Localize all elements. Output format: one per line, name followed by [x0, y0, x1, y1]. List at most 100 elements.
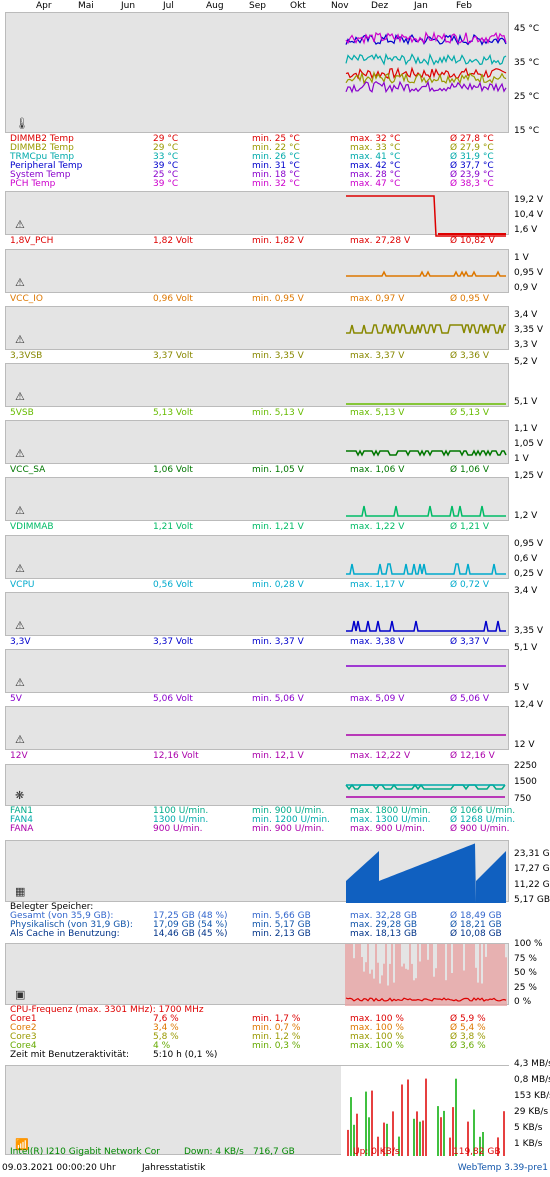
voltage-chart-v3: ⚠	[5, 306, 509, 350]
legend-max: max. 32 °C	[350, 134, 401, 144]
warning-triangle-icon: ⚠	[15, 676, 25, 689]
y-tick-label: 1,05 V	[514, 439, 544, 449]
voltage-chart-v9: ⚠	[5, 649, 509, 693]
legend-cur: 1,82 Volt	[153, 236, 193, 246]
memory-title-text: Belegter Speicher:	[10, 902, 94, 912]
footer-app[interactable]: WebTemp 3.39-pre1	[457, 1163, 548, 1173]
y-tick-label: 17,27 GB	[514, 864, 550, 874]
month-label: Aug	[206, 1, 224, 11]
legend-min: min. 900 U/min.	[252, 824, 325, 834]
voltage-plot	[346, 324, 506, 334]
y-tick-label: 11,22 GB	[514, 880, 550, 890]
legend-cur: 12,16 Volt	[153, 751, 199, 761]
legend-avg: Ø 18,49 GB	[450, 911, 502, 921]
legend-cur: 900 U/min.	[153, 824, 203, 834]
month-label: Mai	[78, 1, 94, 11]
legend-cur: 14,46 GB (45 %)	[153, 929, 228, 939]
network-adapter-name: Intel(R) I210 Gigabit Network Cor	[10, 1147, 160, 1157]
legend-max: max. 1,06 V	[350, 465, 405, 475]
legend-name: FAN4	[10, 815, 33, 825]
legend-name: FANA	[10, 824, 34, 834]
legend-max: max. 3,38 V	[350, 637, 405, 647]
legend-cur: 5,06 Volt	[153, 694, 193, 704]
voltage-chart-v5: ⚠	[5, 420, 509, 464]
legend-name: Core4	[10, 1041, 37, 1051]
legend-min: min. 26 °C	[252, 152, 300, 162]
legend-avg: Ø 12,16 V	[450, 751, 495, 761]
voltage-chart-v6: ⚠	[5, 477, 509, 521]
network-up-rate: Up: 0 KB/s	[353, 1147, 400, 1157]
y-tick-label: 5,17 GB	[514, 895, 550, 905]
legend-cur: 29 °C	[153, 134, 179, 144]
legend-max: max. 29,28 GB	[350, 920, 418, 930]
legend-name: Core3	[10, 1032, 37, 1042]
voltage-plot	[346, 270, 506, 278]
voltage-plot	[346, 563, 506, 575]
cpu-core-line	[345, 997, 507, 1002]
y-tick-label: 1,6 V	[514, 225, 538, 235]
legend-name: VDIMMAB	[10, 522, 54, 532]
legend-cur: 25 °C	[153, 170, 179, 180]
y-tick-label: 25 °C	[514, 92, 540, 102]
voltage-series-line	[346, 270, 506, 278]
month-label: Nov	[331, 1, 349, 11]
legend-max: max. 100 %	[350, 1023, 404, 1033]
temp-series-line	[345, 66, 507, 80]
legend-cur: 3,37 Volt	[153, 637, 193, 647]
legend-min: min. 0,95 V	[252, 294, 304, 304]
legend-min: min. 900 U/min.	[252, 806, 325, 816]
y-tick-label: 3,35 V	[514, 325, 544, 335]
voltage-chart-v10: ⚠	[5, 706, 509, 750]
y-tick-label: 5 KB/s	[514, 1123, 543, 1133]
y-tick-label: 5,1 V	[514, 643, 538, 653]
legend-avg: Ø 37,7 °C	[450, 161, 494, 171]
y-tick-label: 3,4 V	[514, 586, 538, 596]
legend-avg: Ø 3,8 %	[450, 1032, 486, 1042]
legend-min: min. 22 °C	[252, 143, 300, 153]
y-tick-label: 750	[514, 794, 532, 804]
legend-avg: Ø 3,37 V	[450, 637, 490, 647]
legend-min: min. 1,82 V	[252, 236, 304, 246]
legend-cur: 1100 U/min.	[153, 806, 209, 816]
month-label: Sep	[249, 1, 266, 11]
legend-name: Als Cache in Benutzung:	[10, 929, 120, 939]
warning-triangle-icon: ⚠	[15, 733, 25, 746]
y-tick-label: 1 V	[514, 253, 529, 263]
legend-cur: 39 °C	[153, 161, 179, 171]
legend-avg: Ø 27,8 °C	[450, 134, 494, 144]
temperature-chart: 🌡	[5, 12, 509, 133]
voltage-series-line	[346, 195, 506, 237]
fan-icon: ❋	[15, 789, 25, 802]
legend-avg: Ø 1,06 V	[450, 465, 490, 475]
y-tick-label: 3,4 V	[514, 310, 538, 320]
month-label: Jan	[414, 1, 428, 11]
warning-triangle-icon: ⚠	[15, 504, 25, 517]
fan-chart: ❋	[5, 764, 509, 806]
y-tick-label: 1500	[514, 777, 537, 787]
legend-cur: 0,96 Volt	[153, 294, 193, 304]
legend-cur: 1300 U/min.	[153, 815, 209, 825]
legend-cur: 33 °C	[153, 152, 179, 162]
legend-max: max. 1,22 V	[350, 522, 405, 532]
y-tick-label: 3,35 V	[514, 626, 544, 636]
legend-name: Core2	[10, 1023, 37, 1033]
legend-cur: 4 %	[153, 1041, 171, 1051]
legend-max: max. 3,37 V	[350, 351, 405, 361]
legend-avg: Ø 23,9 °C	[450, 170, 494, 180]
legend-max: max. 42 °C	[350, 161, 401, 171]
warning-triangle-icon: ⚠	[15, 619, 25, 632]
temperature-plot	[345, 30, 507, 94]
legend-name: DIMMB2 Temp	[10, 134, 74, 144]
legend-min: min. 5,66 GB	[252, 911, 311, 921]
cpu-frequency-text: CPU-Frequenz (max. 3301 MHz): 1700 MHz	[10, 1005, 204, 1015]
month-label: Jun	[121, 1, 136, 11]
legend-max: max. 100 %	[350, 1041, 404, 1051]
y-tick-label: 15 °C	[514, 126, 540, 136]
y-tick-label: 1 KB/s	[514, 1139, 543, 1149]
y-tick-label: 0,9 V	[514, 283, 538, 293]
legend-min: min. 31 °C	[252, 161, 300, 171]
legend-avg: Ø 0,95 V	[450, 294, 490, 304]
voltage-plot	[346, 734, 506, 736]
y-tick-label: 12 V	[514, 740, 535, 750]
y-tick-label: 100 %	[514, 939, 543, 949]
